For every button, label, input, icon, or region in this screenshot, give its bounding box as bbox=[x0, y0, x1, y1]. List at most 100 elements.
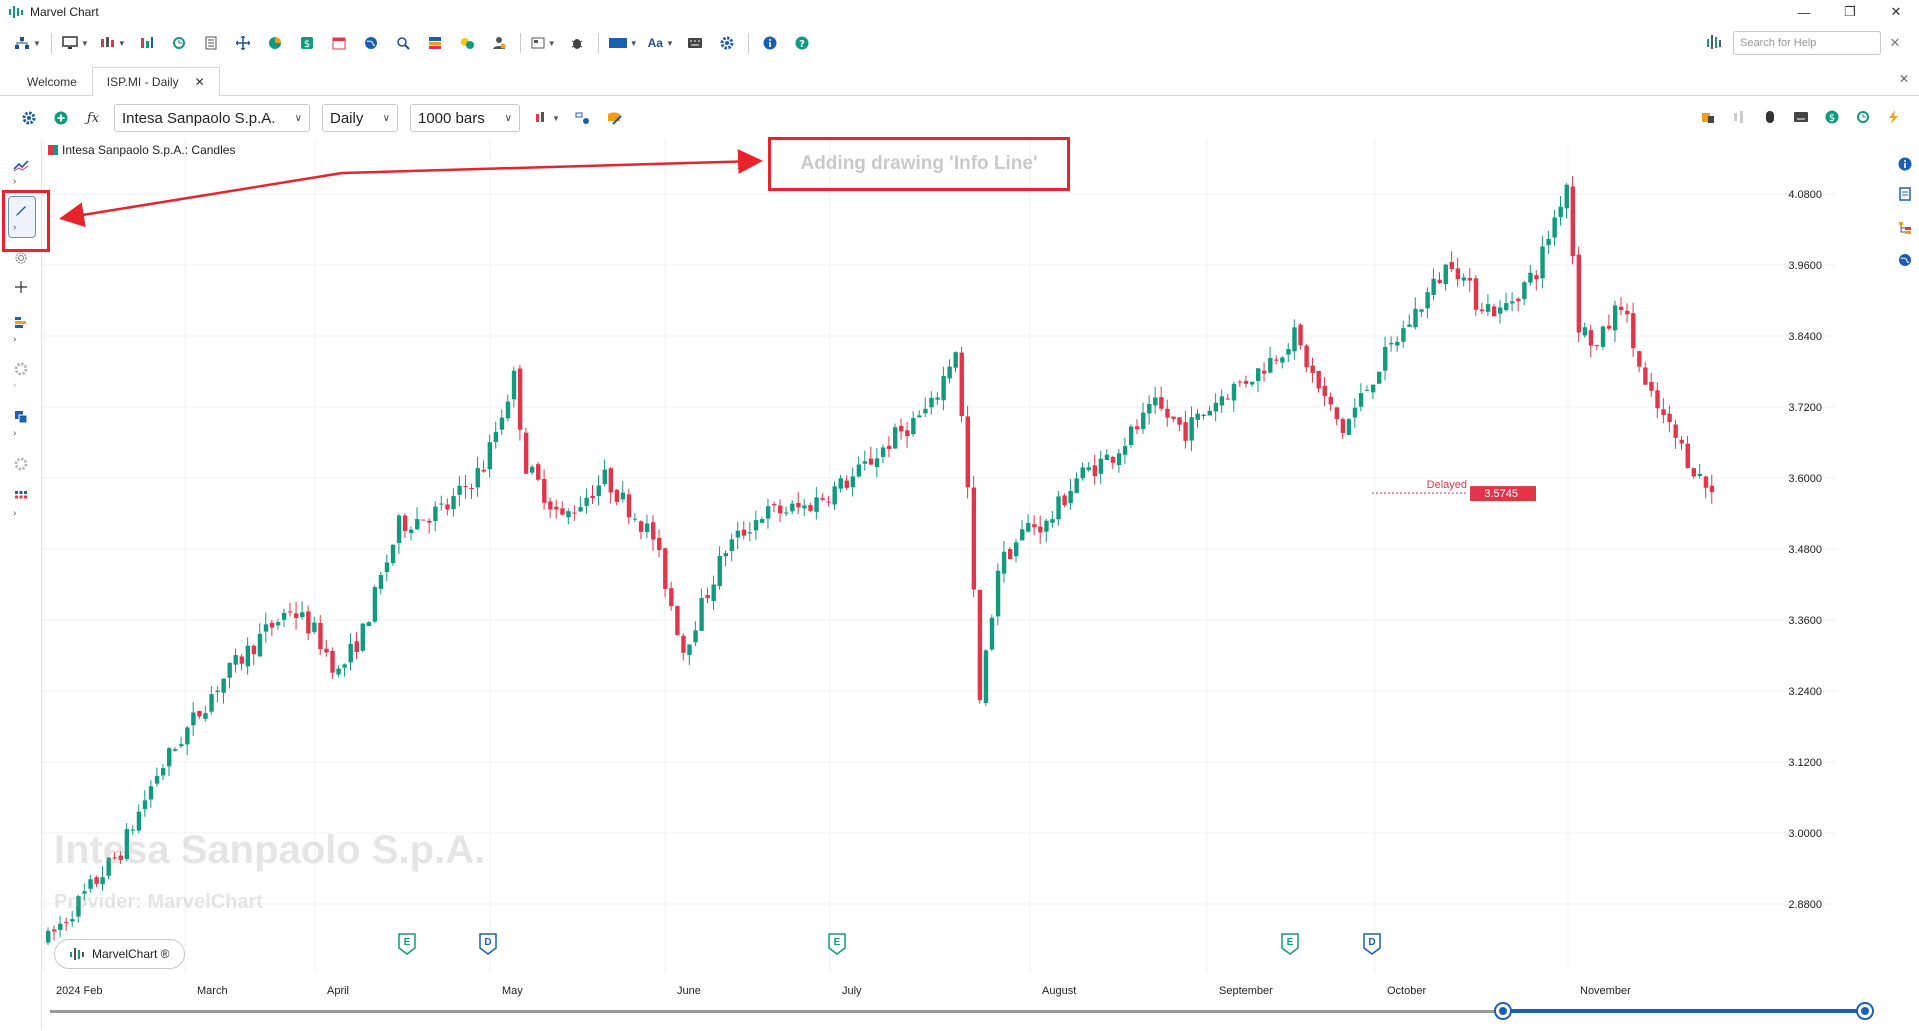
candle bbox=[505, 394, 511, 422]
pie-chart-icon[interactable] bbox=[264, 31, 286, 55]
document-icon[interactable] bbox=[200, 31, 222, 55]
candle-body bbox=[517, 368, 523, 430]
account-icon[interactable] bbox=[488, 31, 510, 55]
bars-select[interactable]: 1000 bars ∨ bbox=[410, 104, 520, 132]
dollar-icon[interactable]: $ bbox=[296, 31, 318, 55]
layers-icon[interactable] bbox=[8, 406, 34, 428]
color-theme-menu-button[interactable]: ▼ bbox=[608, 31, 638, 55]
chevron-right-icon[interactable]: › bbox=[13, 222, 17, 233]
mouse-icon[interactable] bbox=[1759, 106, 1781, 128]
earnings-event-marker: E bbox=[828, 933, 846, 955]
time-scroll-range[interactable] bbox=[1503, 1009, 1865, 1013]
candle bbox=[1612, 300, 1618, 342]
candle-body bbox=[275, 622, 281, 626]
refresh-history-icon[interactable] bbox=[1852, 106, 1874, 128]
candle bbox=[735, 521, 741, 549]
info-icon[interactable] bbox=[1895, 154, 1915, 174]
candle-body bbox=[130, 829, 136, 831]
chart-type-menu-button[interactable]: ▼ bbox=[99, 31, 126, 55]
add-symbol-icon[interactable] bbox=[50, 107, 72, 129]
bug-icon[interactable] bbox=[566, 31, 588, 55]
candle bbox=[239, 654, 244, 671]
watchlist-icon[interactable] bbox=[424, 31, 446, 55]
time-scroll-right-handle[interactable] bbox=[1856, 1002, 1874, 1020]
candle bbox=[354, 632, 359, 660]
candle-body bbox=[215, 690, 220, 692]
tab-isp-mi-daily[interactable]: ISP.MI - Daily ✕ bbox=[91, 67, 220, 96]
candle-body bbox=[705, 595, 710, 599]
tab-close-icon[interactable]: ✕ bbox=[194, 75, 205, 89]
candle-body bbox=[917, 415, 922, 418]
candle-body bbox=[136, 811, 142, 831]
restore-button[interactable]: ❐ bbox=[1844, 4, 1856, 19]
globe-icon[interactable] bbox=[360, 31, 382, 55]
candle bbox=[1401, 320, 1406, 348]
function-fx-icon[interactable]: ƒx bbox=[86, 110, 100, 126]
help-icon[interactable]: ? bbox=[791, 31, 813, 55]
chart-settings-gear-icon[interactable] bbox=[18, 107, 40, 129]
symbol-select[interactable]: Intesa Sanpaolo S.p.A. ∨ bbox=[114, 104, 310, 132]
workspace-menu-button[interactable]: ▼ bbox=[14, 31, 41, 55]
candlestick-chart[interactable]: 4.0800 3.9600 3.8400 3.7200 3.6000 3.4800 3.36… bbox=[42, 140, 1880, 1030]
minimize-button[interactable]: — bbox=[1797, 4, 1811, 20]
trade-icon[interactable] bbox=[1697, 106, 1719, 128]
chevron-right-icon[interactable]: › bbox=[13, 508, 17, 519]
globe-icon[interactable] bbox=[1895, 250, 1915, 270]
depth-icon[interactable] bbox=[1728, 106, 1750, 128]
dividend-event-marker: D bbox=[1363, 933, 1381, 955]
candle bbox=[1237, 379, 1243, 388]
trend-indicator-icon[interactable] bbox=[8, 154, 34, 176]
help-search-input[interactable]: Search for Help bbox=[1733, 31, 1881, 55]
chevron-right-icon[interactable]: › bbox=[13, 176, 17, 187]
volume-profile-icon[interactable] bbox=[8, 312, 34, 334]
time-scroll-left-handle[interactable] bbox=[1494, 1002, 1512, 1020]
pencil-drawing-icon[interactable] bbox=[8, 200, 34, 222]
candle bbox=[1256, 367, 1261, 393]
settings-gear-icon[interactable] bbox=[716, 31, 738, 55]
candle-style-menu-icon[interactable]: ▼ bbox=[532, 107, 562, 129]
compare-settings-icon[interactable] bbox=[572, 107, 594, 129]
keyboard-shortcuts-icon[interactable] bbox=[1790, 106, 1812, 128]
candle bbox=[1153, 386, 1158, 414]
svg-text:?: ? bbox=[799, 39, 805, 50]
calendar-icon[interactable] bbox=[328, 31, 350, 55]
monitor-menu-button[interactable]: ▼ bbox=[62, 31, 89, 55]
interval-select[interactable]: Daily ∨ bbox=[322, 104, 398, 132]
grid-apps-icon[interactable] bbox=[8, 486, 34, 508]
crosshair-icon[interactable] bbox=[8, 276, 34, 298]
candle-body bbox=[1588, 330, 1594, 346]
event-label: D bbox=[484, 937, 491, 948]
marvelchart-badge[interactable]: MarvelChart ® bbox=[54, 939, 185, 969]
history-icon[interactable] bbox=[168, 31, 190, 55]
candle-body bbox=[1201, 414, 1206, 417]
keyboard-icon[interactable] bbox=[684, 31, 706, 55]
scanner-search-icon[interactable] bbox=[392, 31, 414, 55]
fingerprint-icon[interactable] bbox=[8, 247, 34, 269]
chevron-right-icon[interactable]: › bbox=[13, 334, 17, 345]
crosshair-move-icon[interactable] bbox=[232, 31, 254, 55]
candle-body bbox=[1304, 345, 1309, 368]
font-menu-button[interactable]: Aa ▼ bbox=[647, 36, 674, 50]
candle bbox=[1219, 389, 1225, 413]
candle bbox=[1631, 302, 1636, 357]
close-window-button[interactable]: ✕ bbox=[1890, 4, 1902, 19]
object-tree-icon[interactable] bbox=[1895, 218, 1915, 238]
candle-body bbox=[148, 786, 154, 800]
info-icon[interactable] bbox=[759, 31, 781, 55]
data-layers-icon[interactable] bbox=[604, 107, 626, 129]
chevron-right-icon[interactable]: › bbox=[13, 428, 17, 439]
notes-icon[interactable] bbox=[1895, 184, 1915, 204]
candle-body bbox=[1231, 383, 1237, 401]
layout-menu-button[interactable]: ▼ bbox=[531, 31, 556, 55]
symbol-watermark: Intesa Sanpaolo S.p.A. bbox=[54, 828, 486, 872]
tabs-close-all-icon[interactable]: ✕ bbox=[1898, 72, 1909, 86]
alerts-icon[interactable] bbox=[456, 31, 478, 55]
tab-welcome[interactable]: Welcome bbox=[12, 67, 92, 95]
currency-icon[interactable]: $ bbox=[1821, 106, 1843, 128]
help-close-button[interactable]: ✕ bbox=[1889, 35, 1901, 50]
time-scroll-track[interactable] bbox=[50, 1010, 1866, 1013]
lightning-icon[interactable] bbox=[1883, 106, 1905, 128]
candle bbox=[1128, 424, 1134, 449]
candle bbox=[614, 488, 620, 506]
indicators-button[interactable] bbox=[136, 31, 158, 55]
